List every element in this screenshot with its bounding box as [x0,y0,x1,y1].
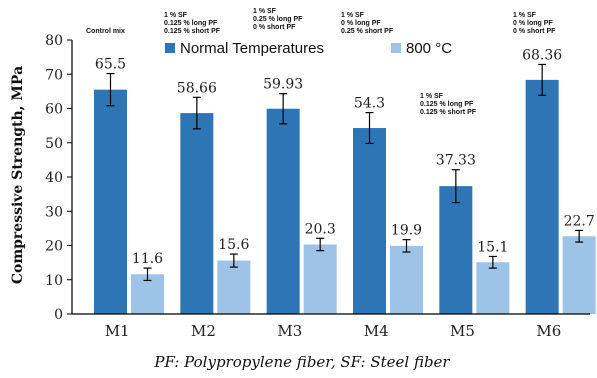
figure-caption: PF: Polypropylene fiber, SF: Steel fiber [153,353,450,371]
mix-composition-note: Control mix [86,28,125,35]
bar-800c-m2 [217,260,251,314]
value-label-normal: 37.33 [436,153,476,169]
legend-label-normal: Normal Temperatures [180,40,324,57]
mix-composition-note: 1 % SF [420,93,444,100]
legend: Normal Temperatures 800 °C [165,40,452,57]
category-label: M6 [536,322,561,340]
legend-swatch-normal [165,43,175,53]
bar-800c-m5 [476,262,510,314]
value-label-800c: 15.6 [218,237,249,253]
mix-composition-note: 0 % short PF [513,28,556,35]
value-label-800c: 20.3 [305,221,336,237]
value-label-normal: 58.66 [177,80,217,96]
y-tick-label: 0 [54,307,63,323]
value-label-normal: 54.3 [354,96,385,112]
category-label: M1 [105,322,130,340]
y-tick-label: 30 [45,204,63,220]
value-label-800c: 22.7 [564,213,595,229]
value-label-normal: 59.93 [263,77,303,93]
category-label: M4 [364,322,389,340]
bar-normal-m6 [525,79,559,314]
y-tick-label: 70 [45,67,63,83]
legend-label-800c: 800 °C [406,40,452,57]
bar-normal-m2 [180,113,214,314]
y-tick-label: 40 [45,170,63,186]
bar-normal-m5 [439,186,473,314]
y-tick-label: 50 [45,136,63,152]
value-label-800c: 19.9 [391,223,422,239]
mix-composition-note: 1 % SF [164,12,188,19]
bar-800c-m6 [562,236,596,314]
mix-composition-note: 1 % SF [253,8,277,15]
mix-composition-note: 0 % long PF [341,20,381,27]
value-label-normal: 65.5 [95,57,126,73]
mix-composition-note: 1 % SF [341,12,365,19]
bar-normal-m1 [94,89,127,314]
mix-composition-note: 0.125 % short PF [420,109,477,116]
y-tick-label: 10 [45,273,63,289]
legend-swatch-800c [391,43,401,53]
y-axis-label: Compressive Strength, MPa [10,66,26,284]
mix-composition-note: 0.125 % long PF [420,101,474,108]
mix-composition-note: 0 % short PF [253,24,296,31]
value-label-800c: 15.1 [477,239,508,255]
mix-composition-note: 0.25 % long PF [253,16,303,23]
mix-composition-note: 0.125 % long PF [164,20,218,27]
bar-800c-m4 [390,245,423,314]
category-label: M2 [191,322,216,340]
bar-normal-m4 [353,128,386,314]
bar-normal-m3 [266,108,300,314]
category-label: M5 [450,322,475,340]
value-label-normal: 68.36 [522,47,562,63]
mix-composition-note: 0.25 % short PF [341,28,394,35]
category-label: M3 [277,322,302,340]
mix-composition-note: 0 % long PF [513,20,553,27]
value-label-800c: 11.6 [132,251,163,267]
y-tick-label: 80 [45,33,63,49]
y-tick-label: 60 [45,102,63,118]
y-tick-label: 20 [45,239,63,255]
mix-composition-note: 0.125 % short PF [164,28,221,35]
bar-800c-m3 [303,244,337,314]
mix-composition-note: 1 % SF [513,12,537,19]
